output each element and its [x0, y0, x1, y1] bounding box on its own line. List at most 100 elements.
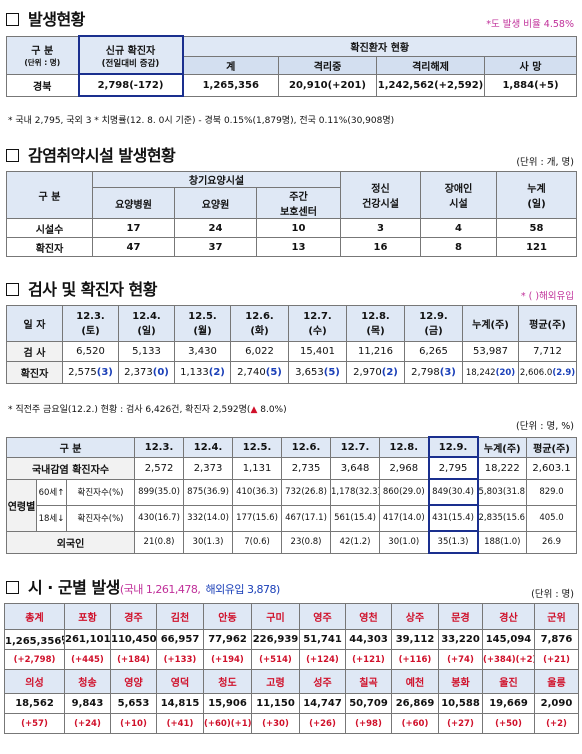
city-name: 경주 [110, 603, 157, 630]
age-value: 1,178(32.3) [330, 478, 381, 506]
city-total: 7,876 [534, 629, 579, 650]
facility-value: 13 [256, 237, 341, 257]
city-increase: (+21) [534, 649, 579, 670]
city-increase: (+116) [391, 649, 439, 670]
age-value: 849(30.4) [427, 478, 479, 506]
city-table: 총계 포항 경주 김천 안동 구미 영주 영천 상주 문경 경산 군위 1,265,356명 261,1… [4, 603, 579, 734]
test-count: 5,133 [118, 341, 175, 362]
test-count: 6,520 [62, 341, 119, 362]
deaths-cell: 1,884(+5) [484, 73, 577, 97]
header-status: 확진환자 현황 [182, 35, 577, 57]
city-increase: (+98) [345, 713, 392, 734]
age-value: 467(17.1) [281, 504, 332, 532]
date-header: 12.8. (목) [346, 305, 405, 342]
age-value: 3,648 [330, 456, 381, 480]
age-value: 1,131 [232, 456, 283, 480]
city-increase: (+50) [482, 713, 535, 734]
age-value: 30(1.0) [379, 530, 430, 554]
section-vulnerable-facilities: 감염취약시설 발생현황 (단위 : 개, 명) 구 분 창기요양시설 정신 건강시… [0, 138, 582, 258]
confirmed-count: 3,653(5) [288, 361, 347, 384]
date-header: 12.7. (수) [288, 305, 347, 342]
checkbox-square-icon [6, 149, 19, 162]
city-increase: (+121) [345, 649, 392, 670]
row-label: 확진자 [6, 237, 93, 257]
city-increase: (+24) [64, 713, 111, 734]
date-header: 12.3. (토) [62, 305, 119, 342]
city-total: 14,815 [156, 693, 204, 714]
city-name: 포항 [64, 603, 111, 630]
section-cities: 시 · 군별 발생(국내 1,261,478, 해외유입 3,878) (단위 … [0, 568, 582, 754]
city-increase: (+2,798) [4, 649, 65, 670]
unit-label: (단위 : 명) [531, 589, 574, 600]
city-increase: (+57) [4, 713, 65, 734]
header-region: 구 분 (단위 : 명) [6, 35, 79, 75]
facility-table: 구 분 창기요양시설 정신 건강시설 장애인 시설 누계 (일) 요양병원 요양원 주… [6, 171, 577, 257]
confirmed-count: 2,740(5) [230, 361, 289, 384]
section-title: 검사 및 확진자 현황 [6, 276, 157, 300]
header-sub: 계 [182, 55, 279, 75]
city-total: 261,101 [64, 629, 111, 650]
count-label: 확진자수(%) [65, 504, 136, 532]
header-total: 누계(주) [477, 436, 528, 458]
domestic-label: 국내감염 확진자수 [5, 456, 136, 480]
overseas-value: (3) [96, 367, 113, 378]
date: 12.4. [132, 310, 161, 322]
test-count: 15,401 [288, 341, 347, 362]
section-title: 감염취약시설 발생현황 [6, 142, 176, 166]
city-name: 영양 [110, 669, 157, 694]
city-name: 경산 [482, 603, 535, 630]
city-total: 226,939 [251, 629, 300, 650]
age-value: 899(35.0) [134, 478, 185, 506]
header-care-group: 창기요양시설 [92, 171, 341, 188]
facility-value: 8 [420, 237, 497, 257]
header-disabled: 장애인 시설 [420, 171, 497, 219]
header-average: 평균(주) [526, 436, 578, 458]
age-value: 332(14.0) [183, 504, 234, 532]
city-total: 19,669 [482, 693, 535, 714]
overseas-value: (2) [381, 367, 398, 378]
city-increase: (+74) [438, 649, 483, 670]
header-sub: 격리중 [278, 55, 377, 75]
city-increase: (+27) [438, 713, 483, 734]
weekday: (금) [424, 325, 443, 337]
overseas-value: (20) [495, 367, 516, 378]
region-cell: 경북 [6, 73, 79, 97]
city-total: 50,709 [345, 693, 392, 714]
city-total: 145,094 [482, 629, 535, 650]
city-name: 상주 [391, 603, 439, 630]
unit-label: (단위 : 개, 명) [516, 157, 574, 168]
confirmed-value: 3,653 [295, 367, 324, 378]
checkbox-square-icon [6, 581, 19, 594]
test-count: 6,265 [404, 341, 463, 362]
age-value: 2,968 [379, 456, 430, 480]
date-header: 12.5. (월) [174, 305, 231, 342]
date: 12.5. [188, 310, 217, 322]
city-increase: (+133) [156, 649, 204, 670]
weekday: (토) [81, 325, 100, 337]
confirmed-value: 1,133 [180, 367, 209, 378]
city-total: 1,265,356명 [4, 629, 65, 650]
age-value: 2,835(15.6) [477, 504, 528, 532]
new-cases-cell: 2,798(-172) [77, 73, 184, 97]
city-total: 44,303 [345, 629, 392, 650]
header-line: 누계 [527, 184, 546, 195]
facility-value: 37 [174, 237, 257, 257]
age-value: 417(14.0) [379, 504, 430, 532]
date-header: 12.9. [427, 436, 479, 458]
date-header: 12.5. [232, 436, 283, 458]
up-arrow-icon: ▲ [250, 405, 258, 415]
header-average: 평균(주) [518, 305, 577, 342]
date: 12.7. [303, 310, 332, 322]
city-total: 26,869 [391, 693, 439, 714]
city-name: 고령 [251, 669, 300, 694]
city-total: 33,220 [438, 629, 483, 650]
overseas-value: (5) [265, 367, 282, 378]
header-sub: 사 망 [484, 55, 577, 75]
city-name: 영천 [345, 603, 392, 630]
city-increase: (+60) [391, 713, 439, 734]
age-18-label: 18세↓ [36, 504, 67, 532]
city-total: 9,843 [64, 693, 111, 714]
header-line: 장애인 [444, 184, 473, 195]
header-total: 누계(주) [462, 305, 519, 342]
section-age: (단위 : 명, %) 구 분 12.3. 12.4. 12.5. 12.6. 12.7… [0, 414, 582, 564]
